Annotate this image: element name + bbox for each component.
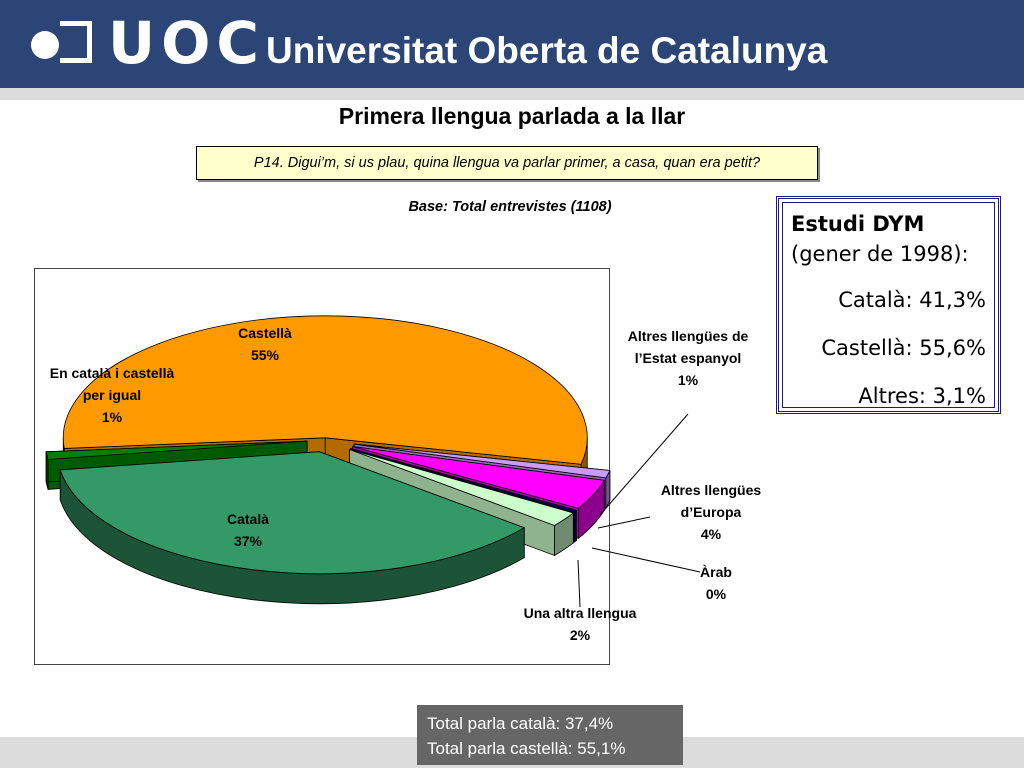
dym-subtitle: (gener de 1998):: [791, 242, 969, 266]
dym-title: Estudi DYM: [791, 212, 925, 236]
question-box: P14. Digui’m, si us plau, quina llengua …: [196, 146, 818, 180]
slice-label: Altres llengües de l’Estat espanyol 1%: [628, 328, 749, 388]
dym-study-box: Estudi DYM (gener de 1998): Català: 41,3…: [776, 196, 1001, 414]
slice-label: Una altra llengua 2%: [524, 605, 637, 643]
slice-label: En català i castellà per igual 1%: [50, 365, 175, 425]
dym-item-altres: Altres: 3,1%: [858, 384, 986, 408]
slide-title: Primera llengua parlada a la llar: [338, 103, 686, 129]
header-banner: UOC Universitat Oberta de Catalunya: [0, 0, 1024, 88]
leader-line: [591, 547, 701, 573]
leader-line: [597, 516, 651, 529]
totals-box: Total parla català: 37,4% Total parla ca…: [417, 705, 683, 765]
chart-frame: [34, 268, 610, 665]
university-name: Universitat Oberta de Catalunya: [266, 30, 828, 71]
total-castella: Total parla castellà: 55,1%: [427, 739, 626, 758]
base-note: Base: Total entrevistes (1108): [408, 199, 612, 215]
dym-item-catala: Català: 41,3%: [838, 288, 986, 312]
total-catala: Total parla català: 37,4%: [427, 714, 614, 733]
logo-dot-icon: [31, 31, 59, 59]
slice-label: Àrab 0%: [700, 564, 732, 602]
slice-label: Castellà 55%: [238, 325, 292, 363]
dym-item-castella: Castellà: 55,6%: [821, 336, 986, 360]
logo-bracket-icon: [60, 21, 92, 63]
logo-text: UOC: [108, 9, 265, 77]
leader-line: [599, 413, 689, 516]
pie-slice: [59, 451, 526, 605]
slice-label: Català 37%: [227, 511, 269, 549]
leader-line: [577, 559, 581, 608]
header-divider: [0, 88, 1024, 100]
slice-label: Altres llengües d’Europa 4%: [661, 482, 762, 542]
